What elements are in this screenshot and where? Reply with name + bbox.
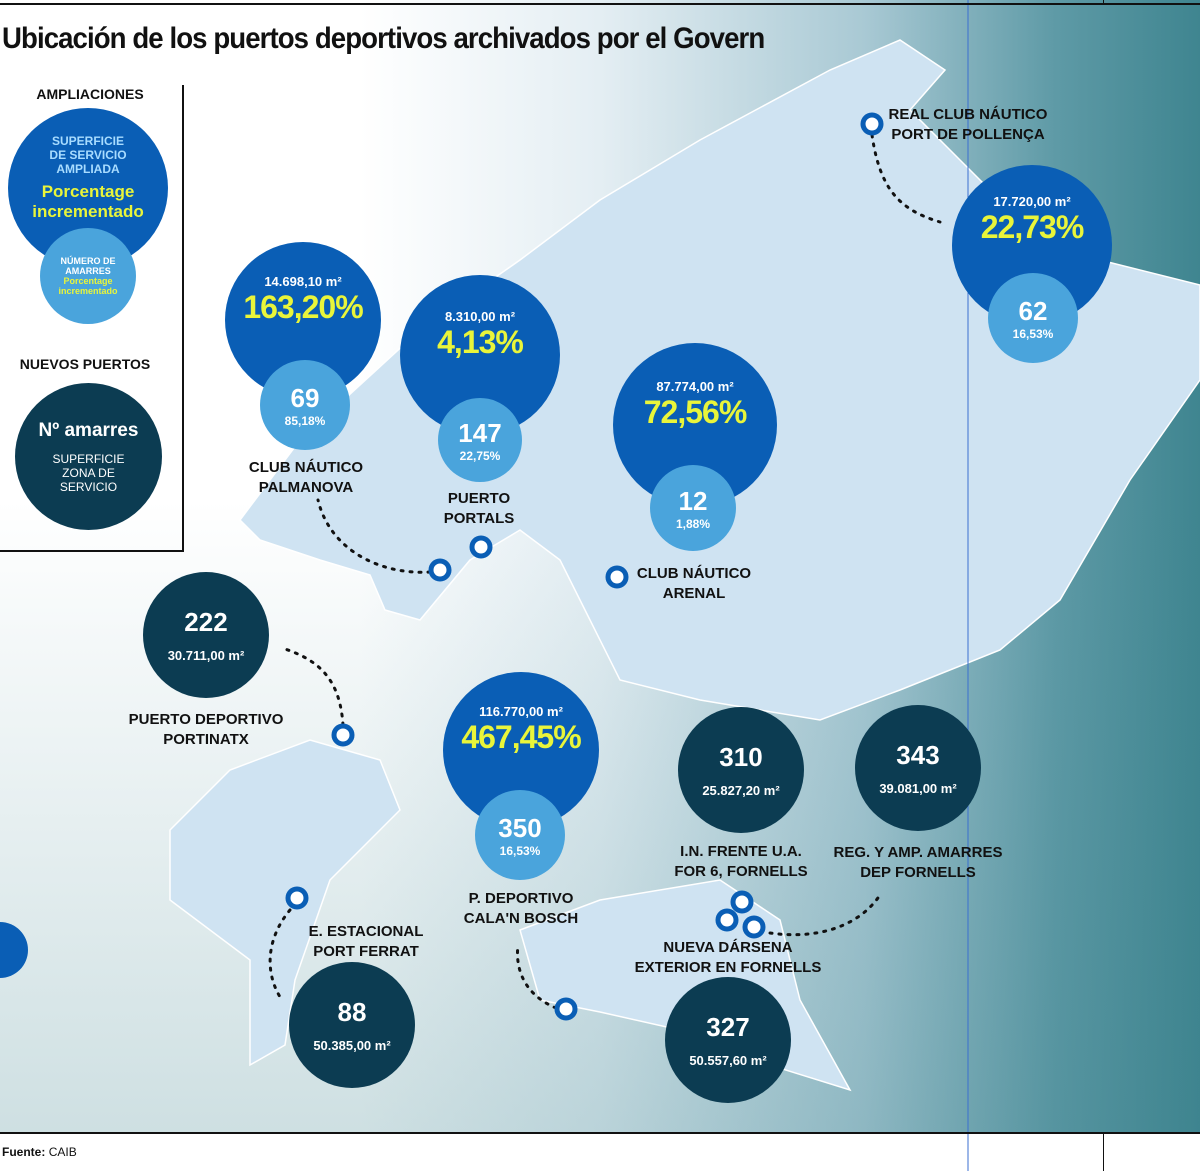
legend [0,85,184,552]
bottom-rule [0,1132,1200,1134]
location-marker-portals [469,535,493,559]
legend-nuevos-heading: NUEVOS PUERTOS [19,356,151,372]
amarres-pct: 16,53% [499,843,541,858]
new-circle-portferrat: 88 50.385,00 m² [289,962,415,1088]
frame-tick [1103,1133,1104,1171]
arrow-pollenca [870,133,942,224]
amarres-value: 350 [498,812,542,843]
amarres-value: 310 [719,742,763,772]
surface-pct: 72,56% [643,394,748,430]
label-fornells-for6: I.N. FRENTE U.A. FOR 6, FORNELLS [674,843,808,880]
amarres-value: 12 [678,485,708,516]
label-portinatx: PUERTO DEPORTIVO PORTINATX [128,711,284,748]
surface-value: 14.698,10 m² [264,274,342,289]
label-palmanova: CLUB NÁUTICO PALMANOVA [248,459,364,496]
amarres-pct: 1,88% [675,516,711,531]
cut-circle [0,922,28,978]
new-circle-fornells-reg: 343 39.081,00 m² [855,705,981,831]
surface-value: 8.310,00 m² [444,309,516,324]
amarres-value: 222 [184,607,228,637]
label-pollenca: REAL CLUB NÁUTICO PORT DE POLLENÇA [888,106,1048,143]
surface-value: 87.774,00 m² [656,379,734,394]
arrow-palmanova [316,498,432,574]
label-fornells-reg: REG. Y AMP. AMARRES DEP FORNELLS [833,844,1003,881]
location-marker-portferrat [285,886,309,910]
surface-pct: 22,73% [980,209,1085,245]
amarres-circle-calanbosch: 350 16,53% [475,790,565,880]
amarres-value: 69 [290,382,320,413]
amarres-pct: 85,18% [284,413,326,428]
surface-value: 25.827,20 m² [702,783,780,798]
legend-amarres-label: NÚMERO DE AMARRES [60,256,116,276]
legend-amarres-circle: NÚMERO DE AMARRES Porcentage incrementad… [40,228,136,324]
surface-value: 17.720,00 m² [993,194,1071,209]
surface-value: 50.385,00 m² [313,1038,391,1053]
source-label: Fuente: [2,1145,46,1159]
label-portferrat: E. ESTACIONAL PORT FERRAT [308,923,424,960]
location-marker-fornells-reg [730,890,754,914]
legend-surface-pct: Porcentage incrementado [32,182,144,221]
new-circle-fornells-for6: 310 25.827,20 m² [678,707,804,833]
amarres-circle-arenal: 12 1,88% [650,465,736,551]
surface-value: 39.081,00 m² [879,781,957,796]
arrow-portferrat [268,908,292,1002]
page-title: Ubicación de los puertos deportivos arch… [2,22,765,55]
surface-pct: 4,13% [437,324,524,360]
amarres-circle-pollenca: 62 16,53% [988,273,1078,363]
amarres-circle-portals: 147 22,75% [438,398,522,482]
arrow-calanbosch [515,943,558,1010]
amarres-value: 343 [896,740,940,770]
surface-value: 116.770,00 m² [479,704,563,719]
legend-amarres-pct: Porcentage incrementado [58,276,118,296]
source-note: Fuente: CAIB [2,1145,77,1159]
top-rule [0,3,1200,5]
new-circle-fornells-darsena: 327 50.557,60 m² [665,977,791,1103]
legend-surface-label: SUPERFICIE DE SERVICIO AMPLIADA [49,134,127,176]
location-marker-palmanova [428,558,452,582]
frame-tick [1103,0,1104,5]
label-portals: PUERTO PORTALS [443,490,515,527]
amarres-circle-palmanova: 69 85,18% [260,360,350,450]
surface-value: 30.711,00 m² [167,648,245,663]
amarres-value: 62 [1018,295,1048,326]
location-marker-arenal [605,565,629,589]
label-arenal: CLUB NÁUTICO ARENAL [636,565,752,602]
location-marker-pollenca [860,112,884,136]
arrow-portinatx [280,646,345,727]
location-marker-portinatx [331,723,355,747]
location-marker-fornells-darsena [742,915,766,939]
legend-new-surface: SUPERFICIE ZONA DE SERVICIO [52,451,125,494]
new-circle-portinatx: 222 30.711,00 m² [143,572,269,698]
location-marker-calanbosch [554,997,578,1021]
amarres-value: 327 [706,1012,750,1042]
surface-pct: 467,45% [461,719,581,755]
amarres-value: 88 [337,997,367,1027]
label-fornells-darsena: NUEVA DÁRSENA EXTERIOR EN FORNELLS [634,939,822,976]
amarres-value: 147 [458,417,502,448]
amarres-pct: 22,75% [459,448,501,463]
surface-pct: 163,20% [243,289,363,325]
label-calanbosch: P. DEPORTIVO CALA'N BOSCH [463,890,579,927]
legend-new-amarres: Nº amarres [38,419,139,441]
legend-ampliaciones-heading: AMPLIACIONES [36,86,144,102]
location-marker-fornells-for6 [715,908,739,932]
source-value: CAIB [48,1145,77,1159]
island-ibiza [169,739,401,1067]
amarres-pct: 16,53% [1012,326,1054,341]
arrow-fornells [768,893,882,937]
legend-new-circle: Nº amarres SUPERFICIE ZONA DE SERVICIO [15,383,162,530]
surface-value: 50.557,60 m² [689,1053,767,1068]
